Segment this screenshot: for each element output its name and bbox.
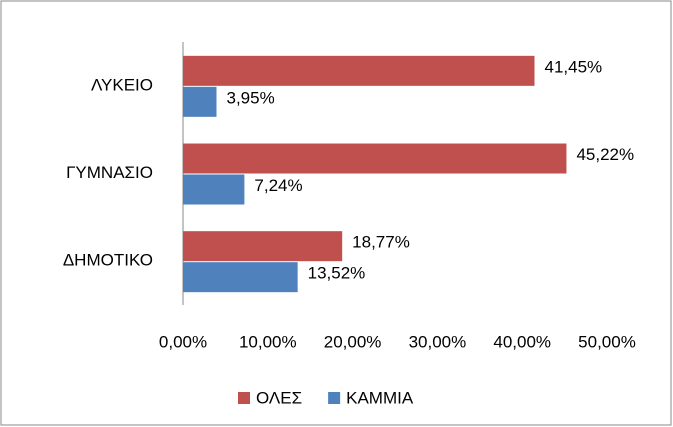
data-label: 7,24% bbox=[254, 176, 302, 195]
bar bbox=[183, 262, 298, 293]
bar bbox=[183, 55, 535, 86]
bar bbox=[183, 143, 567, 174]
y-tick-label: ΓΥΜΝΑΣΙΟ bbox=[66, 163, 153, 182]
data-label: 45,22% bbox=[576, 145, 634, 164]
y-tick-label: ΔΗΜΟΤΙΚΟ bbox=[63, 251, 153, 270]
legend-swatch bbox=[238, 392, 250, 404]
data-label: 41,45% bbox=[544, 57, 602, 76]
data-label: 13,52% bbox=[308, 264, 366, 283]
x-tick-label: 30,00% bbox=[409, 332, 467, 351]
x-tick-label: 20,00% bbox=[324, 332, 382, 351]
x-tick-label: 10,00% bbox=[239, 332, 297, 351]
data-label: 3,95% bbox=[226, 88, 274, 107]
y-tick-label: ΛΥΚΕΙΟ bbox=[91, 75, 153, 94]
x-tick-label: 0,00% bbox=[159, 332, 207, 351]
legend-swatch bbox=[328, 392, 341, 404]
bar bbox=[183, 86, 217, 117]
bar bbox=[183, 174, 245, 205]
bar bbox=[183, 231, 343, 262]
data-label: 18,77% bbox=[352, 233, 410, 252]
x-tick-label: 50,00% bbox=[578, 332, 636, 351]
legend-label: ΟΛΕΣ bbox=[256, 388, 302, 407]
x-tick-label: 40,00% bbox=[493, 332, 551, 351]
legend-label: ΚΑΜΜΙΑ bbox=[346, 388, 414, 407]
